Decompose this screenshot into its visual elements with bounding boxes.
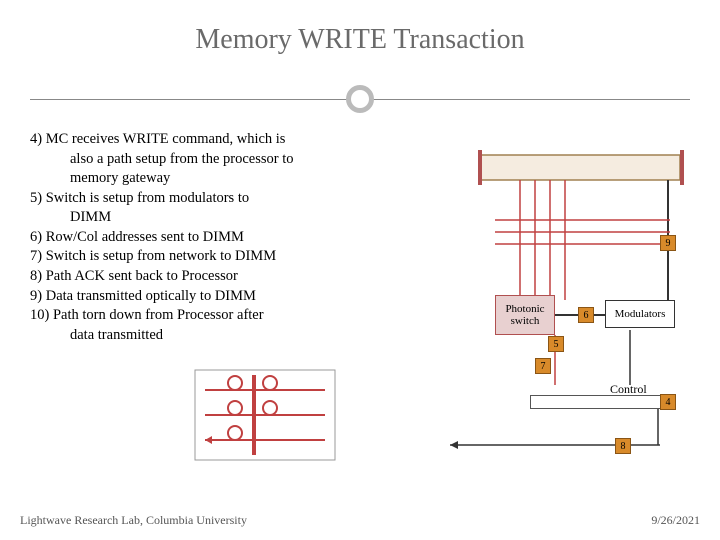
right-diagram: Photonic switch Modulators Control 9 6 5… xyxy=(400,150,700,480)
label-8: 8 xyxy=(615,438,631,454)
label-5: 5 xyxy=(548,336,564,352)
mini-ring-diagram xyxy=(190,365,340,465)
title-divider xyxy=(30,85,690,115)
steps-list: 4) MC receives WRITE command, which is a… xyxy=(30,130,390,345)
label-9: 9 xyxy=(660,235,676,251)
footer-left: Lightwave Research Lab, Columbia Univers… xyxy=(20,513,247,528)
photonic-switch-box: Photonic switch xyxy=(495,295,555,335)
footer-right: 9/26/2021 xyxy=(651,513,700,528)
label-4: 4 xyxy=(660,394,676,410)
ring-icon xyxy=(346,85,374,113)
label-7: 7 xyxy=(535,358,551,374)
modulators-box: Modulators xyxy=(605,300,675,328)
label-6: 6 xyxy=(578,307,594,323)
control-box xyxy=(530,395,670,409)
page-title: Memory WRITE Transaction xyxy=(0,0,720,56)
